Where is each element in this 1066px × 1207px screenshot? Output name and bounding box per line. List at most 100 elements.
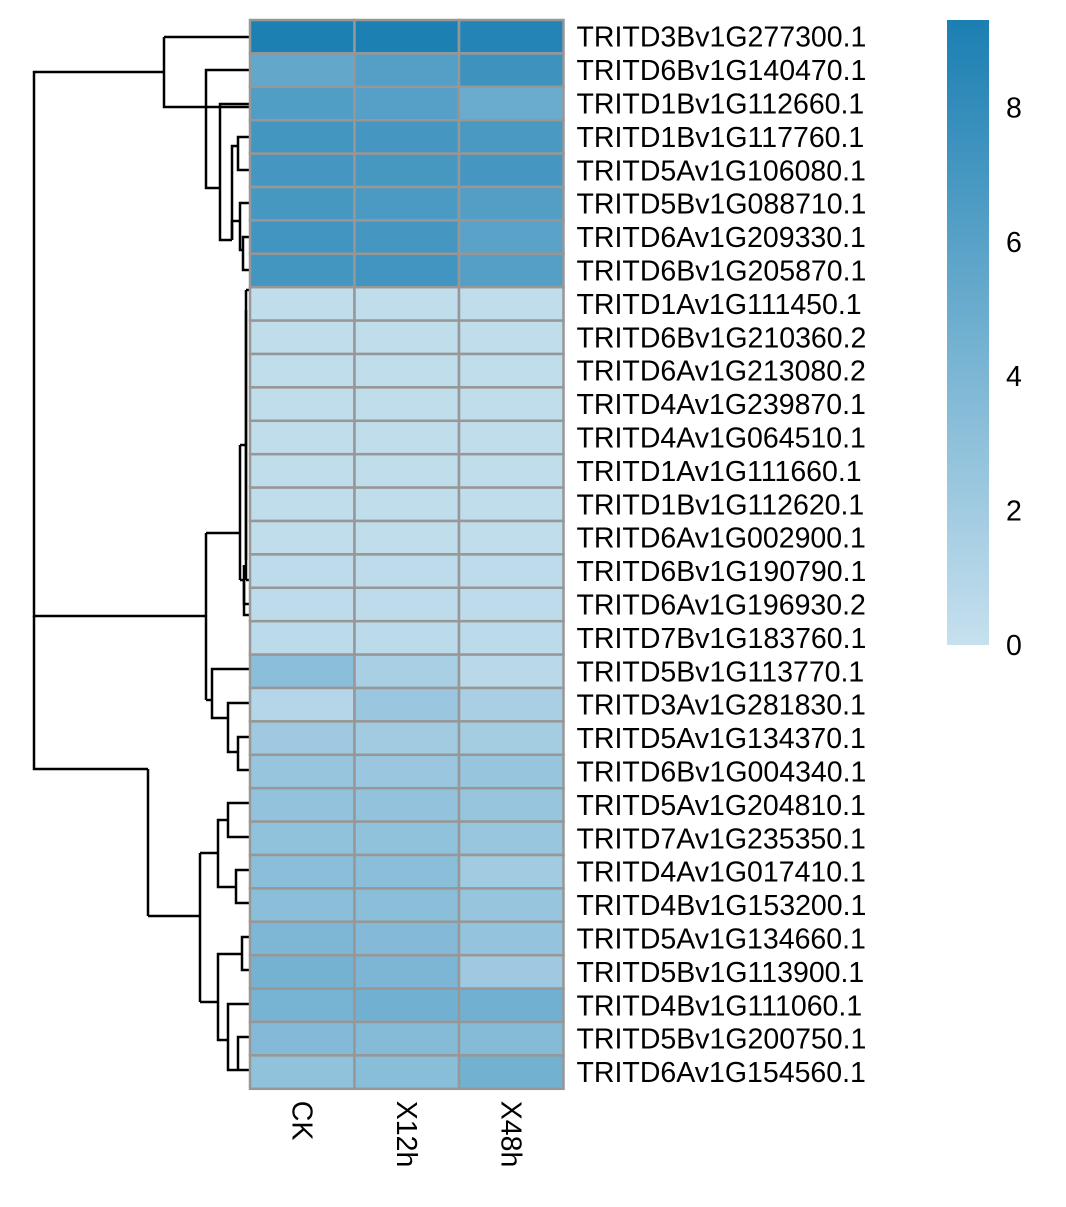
- heatmap-cell: [248, 118, 356, 155]
- heatmap-cell: [248, 853, 356, 890]
- heatmap-cell: [248, 285, 356, 322]
- heatmap-cell: [248, 1020, 356, 1057]
- heatmap-cell: [248, 519, 356, 556]
- dendrogram-branch: [230, 219, 240, 240]
- dendrogram-branch: [236, 135, 250, 146]
- row-label: TRITD5Bv1G113770.1: [577, 656, 865, 688]
- heatmap-cell: [457, 352, 565, 389]
- heatmap-cell: [353, 653, 461, 690]
- heatmap-cell: [457, 1054, 565, 1091]
- heatmap-cell: [248, 185, 356, 222]
- heatmap-cell: [353, 987, 461, 1024]
- heatmap-cell: [248, 586, 356, 623]
- heatmap-cell: [457, 887, 565, 924]
- colorbar-tick-label: 8: [1006, 92, 1022, 124]
- color-legend: 0 2 4 6 8: [947, 20, 1022, 662]
- heatmap-cell: [457, 720, 565, 757]
- row-label: TRITD3Bv1G277300.1: [577, 22, 867, 54]
- column-label: X12h: [390, 1101, 422, 1168]
- dendrogram-branch: [226, 820, 250, 839]
- heatmap-cell: [248, 887, 356, 924]
- heatmap-cell: [457, 586, 565, 623]
- dendrogram-branch: [238, 201, 250, 221]
- row-label: TRITD7Av1G235350.1: [577, 823, 866, 855]
- row-label: TRITD4Av1G064510.1: [577, 423, 866, 455]
- row-label: TRITD4Bv1G111060.1: [577, 990, 863, 1022]
- heatmap-cell: [353, 118, 461, 155]
- heatmap-cell: [353, 786, 461, 823]
- heatmap-cell: [457, 553, 565, 590]
- dendrogram-branch: [226, 718, 238, 754]
- row-label: TRITD5Bv1G200750.1: [577, 1024, 867, 1056]
- dendrogram-branch: [240, 954, 250, 972]
- heatmap-cell: [248, 352, 356, 389]
- heatmap-cell: [248, 720, 356, 757]
- heatmap-cell: [353, 686, 461, 723]
- heatmap-cell: [353, 519, 461, 556]
- dendrogram-branch: [162, 37, 250, 109]
- dendrogram-branch: [236, 735, 250, 752]
- dendrogram-branch: [226, 1040, 238, 1072]
- heatmap-cell: [248, 152, 356, 189]
- heatmap-cell: [353, 85, 461, 122]
- column-label: X48h: [494, 1101, 526, 1168]
- heatmap-cell: [248, 319, 356, 356]
- row-label: TRITD4Av1G017410.1: [577, 857, 866, 889]
- heatmap-cell: [457, 252, 565, 289]
- heatmap-cell: [248, 486, 356, 523]
- heatmap-cell: [353, 853, 461, 890]
- row-label: TRITD6Av1G154560.1: [577, 1057, 866, 1089]
- row-label: TRITD6Av1G196930.2: [577, 590, 866, 622]
- row-label: TRITD5Av1G134660.1: [577, 924, 866, 956]
- heatmap-cell: [353, 185, 461, 222]
- heatmap-cell: [353, 753, 461, 790]
- heatmap-cell: [457, 619, 565, 656]
- heatmap-cell: [353, 386, 461, 423]
- heatmap-cell: [353, 486, 461, 523]
- heatmap-cell: [353, 352, 461, 389]
- dendrogram-branch: [210, 700, 228, 720]
- heatmap-cell: [353, 1054, 461, 1091]
- colorbar-tick-label: 4: [1006, 361, 1022, 393]
- heatmap-cell: [248, 686, 356, 723]
- row-dendrogram: [32, 35, 250, 1072]
- dendrogram-branch: [204, 68, 250, 107]
- heatmap-cell: [353, 1020, 461, 1057]
- heatmap-cell: [353, 920, 461, 957]
- heatmap-cell: [353, 219, 461, 256]
- heatmap-cell: [353, 887, 461, 924]
- heatmap-cell: [353, 820, 461, 857]
- heatmap-cell: [248, 419, 356, 456]
- row-label: TRITD7Bv1G183760.1: [577, 623, 867, 655]
- row-label: TRITD1Bv1G117760.1: [577, 122, 865, 154]
- row-label: TRITD1Bv1G112620.1: [577, 489, 865, 521]
- heatmap-cell: [457, 152, 565, 189]
- row-label: TRITD4Bv1G153200.1: [577, 890, 867, 922]
- heatmap-cell: [457, 519, 565, 556]
- dendrogram-branch: [216, 952, 242, 1002]
- row-label: TRITD6Bv1G140470.1: [577, 55, 867, 87]
- heatmap-cell: [457, 920, 565, 957]
- heatmap-cell: [353, 319, 461, 356]
- heatmap-cell: [353, 553, 461, 590]
- heatmap-cell: [457, 987, 565, 1024]
- row-label: TRITD6Av1G209330.1: [577, 222, 866, 254]
- heatmap-cell: [248, 85, 356, 122]
- column-labels: CK X12h X48h: [285, 1101, 526, 1168]
- row-label: TRITD5Av1G134370.1: [577, 723, 866, 755]
- dendrogram-branch: [240, 935, 250, 954]
- heatmap-cell: [457, 386, 565, 423]
- row-label: TRITD6Av1G213080.2: [577, 356, 866, 388]
- dendrogram-branch: [218, 188, 232, 242]
- heatmap-cell: [457, 219, 565, 256]
- heatmap-cell: [457, 686, 565, 723]
- heatmap-cell: [457, 118, 565, 155]
- dendrogram-branch: [218, 102, 250, 188]
- dendrogram-branch: [234, 887, 250, 905]
- heatmap-cell: [457, 52, 565, 89]
- heatmap-cell: [353, 152, 461, 189]
- row-label: TRITD5Bv1G088710.1: [577, 189, 867, 221]
- row-label: TRITD6Bv1G004340.1: [577, 757, 867, 789]
- dendrogram-branch: [241, 250, 250, 272]
